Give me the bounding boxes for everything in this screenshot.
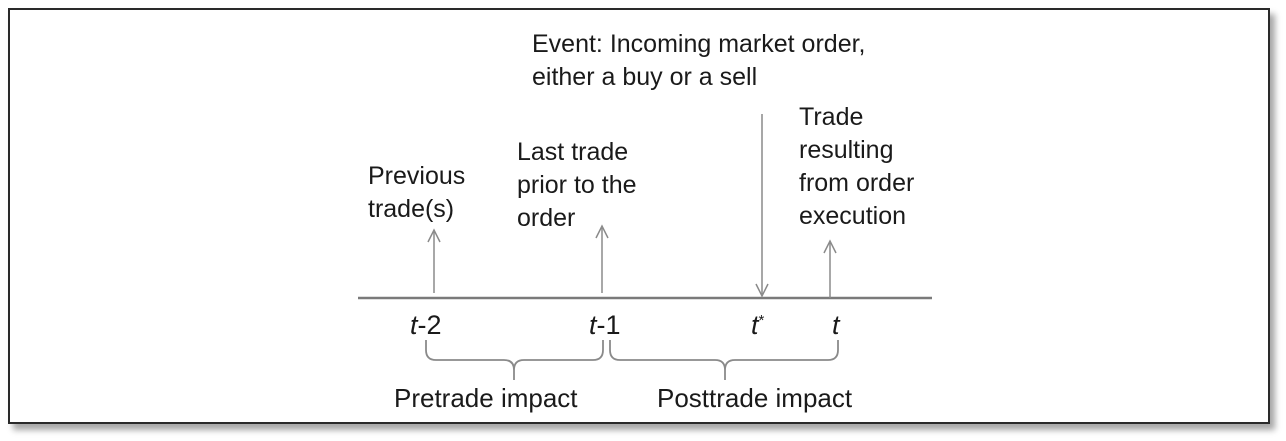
last-trade-label: Last trade prior to the order xyxy=(517,138,637,232)
tick-t-star: t* xyxy=(751,310,765,340)
arrow-previous-trades xyxy=(427,228,441,293)
arrow-last-trade xyxy=(595,224,609,293)
pretrade-impact-label: Pretrade impact xyxy=(394,383,578,413)
pretrade-brace xyxy=(425,340,604,380)
diagram-frame: Event: Incoming market order, either a b… xyxy=(8,8,1270,424)
resulting-trade-label: Trade resulting from order execution xyxy=(799,103,915,230)
event-label: Event: Incoming market order, either a b… xyxy=(532,30,866,91)
arrow-event xyxy=(755,114,769,298)
previous-trades-label: Previous trade(s) xyxy=(368,162,466,223)
timeline-diagram xyxy=(358,114,932,380)
arrow-resulting-trade xyxy=(823,239,837,298)
posttrade-impact-label: Posttrade impact xyxy=(657,383,853,413)
tick-t-minus-1: t-1 xyxy=(589,310,621,340)
tick-t: t xyxy=(832,310,840,340)
tick-t-minus-2: t-2 xyxy=(410,310,442,340)
posttrade-brace xyxy=(609,340,839,380)
